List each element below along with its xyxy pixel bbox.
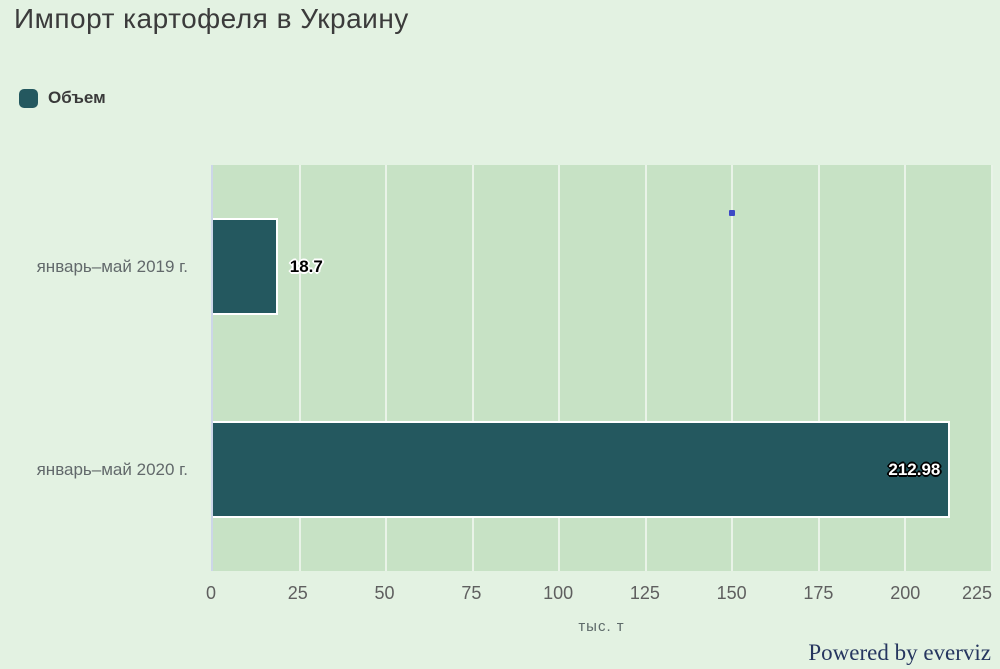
gridline (904, 165, 907, 571)
legend-item-volume[interactable]: Объем (19, 88, 106, 108)
x-tick-label-150: 150 (716, 583, 747, 603)
category-label-1: январь–май 2020 г. (36, 459, 188, 479)
x-tick-label-125: 125 (629, 583, 660, 603)
x-tick-label-0: 0 (205, 583, 217, 603)
x-tick-label-225: 225 (961, 583, 992, 603)
gridline (558, 165, 561, 571)
data-label-0: 18.7 (289, 256, 323, 276)
y-axis-category-labels: январь–май 2019 г. январь–май 2020 г. (0, 165, 198, 571)
everviz-credit-link[interactable]: Powered by everviz (808, 640, 991, 665)
gridline (817, 165, 820, 571)
gridline (991, 165, 993, 571)
plot-area: 18.7 212.98 (211, 165, 993, 571)
x-tick-label-200: 200 (890, 583, 921, 603)
x-tick-label-25: 25 (287, 583, 308, 603)
x-axis-ticks: 0 25 50 75 100 125 150 175 200 225 (206, 583, 992, 607)
legend-label: Объем (48, 88, 106, 107)
gridline (385, 165, 388, 571)
x-tick-label-100: 100 (543, 583, 574, 603)
gridline (731, 165, 734, 571)
x-tick-label-75: 75 (461, 583, 482, 603)
x-tick-label-50: 50 (374, 583, 395, 603)
data-label-1: 212.98 (888, 459, 941, 479)
bar-1[interactable] (213, 421, 951, 518)
category-label-0: январь–май 2019 г. (36, 256, 188, 276)
stray-point-marker (729, 210, 736, 216)
x-axis-title: тыс. т (578, 618, 625, 635)
bar-0[interactable] (213, 218, 278, 315)
chart-title: Импорт картофеля в Украину (14, 3, 409, 34)
legend-marker-icon (19, 88, 38, 108)
gridline (298, 165, 301, 571)
gridline (644, 165, 647, 571)
x-tick-label-175: 175 (803, 583, 834, 603)
gridline (471, 165, 474, 571)
